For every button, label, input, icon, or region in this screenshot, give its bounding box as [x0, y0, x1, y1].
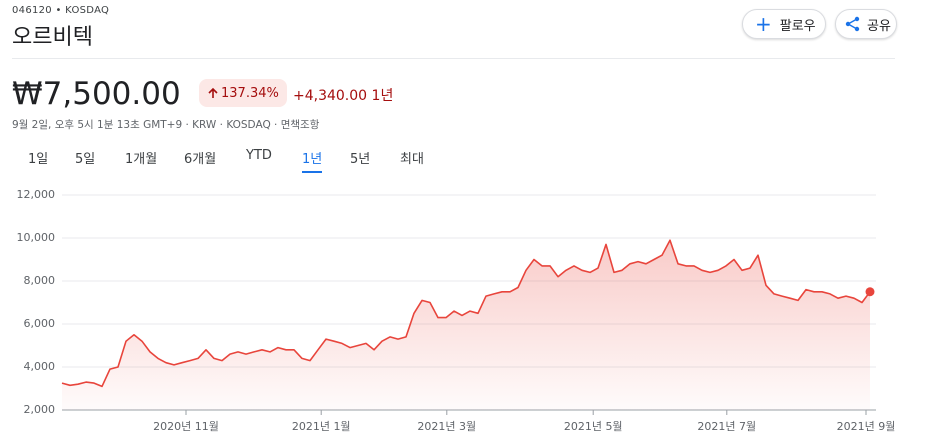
range-tab[interactable]: 최대	[400, 152, 424, 167]
change-pill: 137.34%	[199, 79, 287, 107]
x-tick-label: 2021년 9월	[837, 420, 896, 433]
range-tab[interactable]: 5일	[75, 152, 96, 167]
x-tick-label: 2020년 11월	[153, 420, 219, 433]
timestamp: 9월 2일, 오후 5시 1분 13초 GMT+9 · KRW · KOSDAQ…	[12, 119, 320, 131]
range-tab[interactable]: YTD	[246, 148, 272, 163]
y-tick-label: 12,000	[17, 188, 56, 201]
y-tick-label: 6,000	[24, 317, 56, 330]
follow-button[interactable]: + 팔로우	[742, 9, 826, 39]
range-tab[interactable]: 1일	[28, 152, 49, 167]
range-tab[interactable]: 1년	[302, 148, 323, 173]
x-tick-label: 2021년 3월	[417, 420, 476, 433]
area	[62, 240, 870, 410]
price-line	[61, 239, 871, 388]
range-tab[interactable]: 5년	[350, 152, 371, 167]
change-period: 1년	[371, 88, 394, 104]
change-value: +4,340.00	[293, 88, 368, 104]
price: ₩7,500.00	[12, 76, 181, 112]
y-tick-label: 2,000	[24, 403, 56, 416]
share-icon	[845, 16, 860, 32]
plus-icon: +	[755, 12, 772, 36]
up-arrow	[208, 87, 218, 98]
y-tick-label: 8,000	[24, 274, 56, 287]
last-point	[865, 287, 875, 297]
share-button[interactable]: 공유	[835, 9, 897, 39]
follow-label: 팔로우	[779, 18, 816, 34]
stock-name: 오르비텍	[12, 25, 93, 50]
change-row: +4,340.00 1년	[293, 85, 393, 105]
range-tab[interactable]: 1개월	[125, 152, 158, 167]
y-tick-label: 10,000	[17, 231, 56, 244]
x-tick-label: 2021년 1월	[292, 420, 351, 433]
x-tick-label: 2021년 7월	[697, 420, 756, 433]
x-tick-label: 2021년 5월	[564, 420, 623, 433]
y-tick-label: 4,000	[24, 360, 56, 373]
ticker: 046120 • KOSDAQ	[12, 5, 110, 16]
range-tab[interactable]: 6개월	[184, 152, 217, 167]
change-percent: 137.34%	[221, 85, 279, 101]
share-label: 공유	[867, 18, 891, 34]
divider	[12, 58, 895, 59]
